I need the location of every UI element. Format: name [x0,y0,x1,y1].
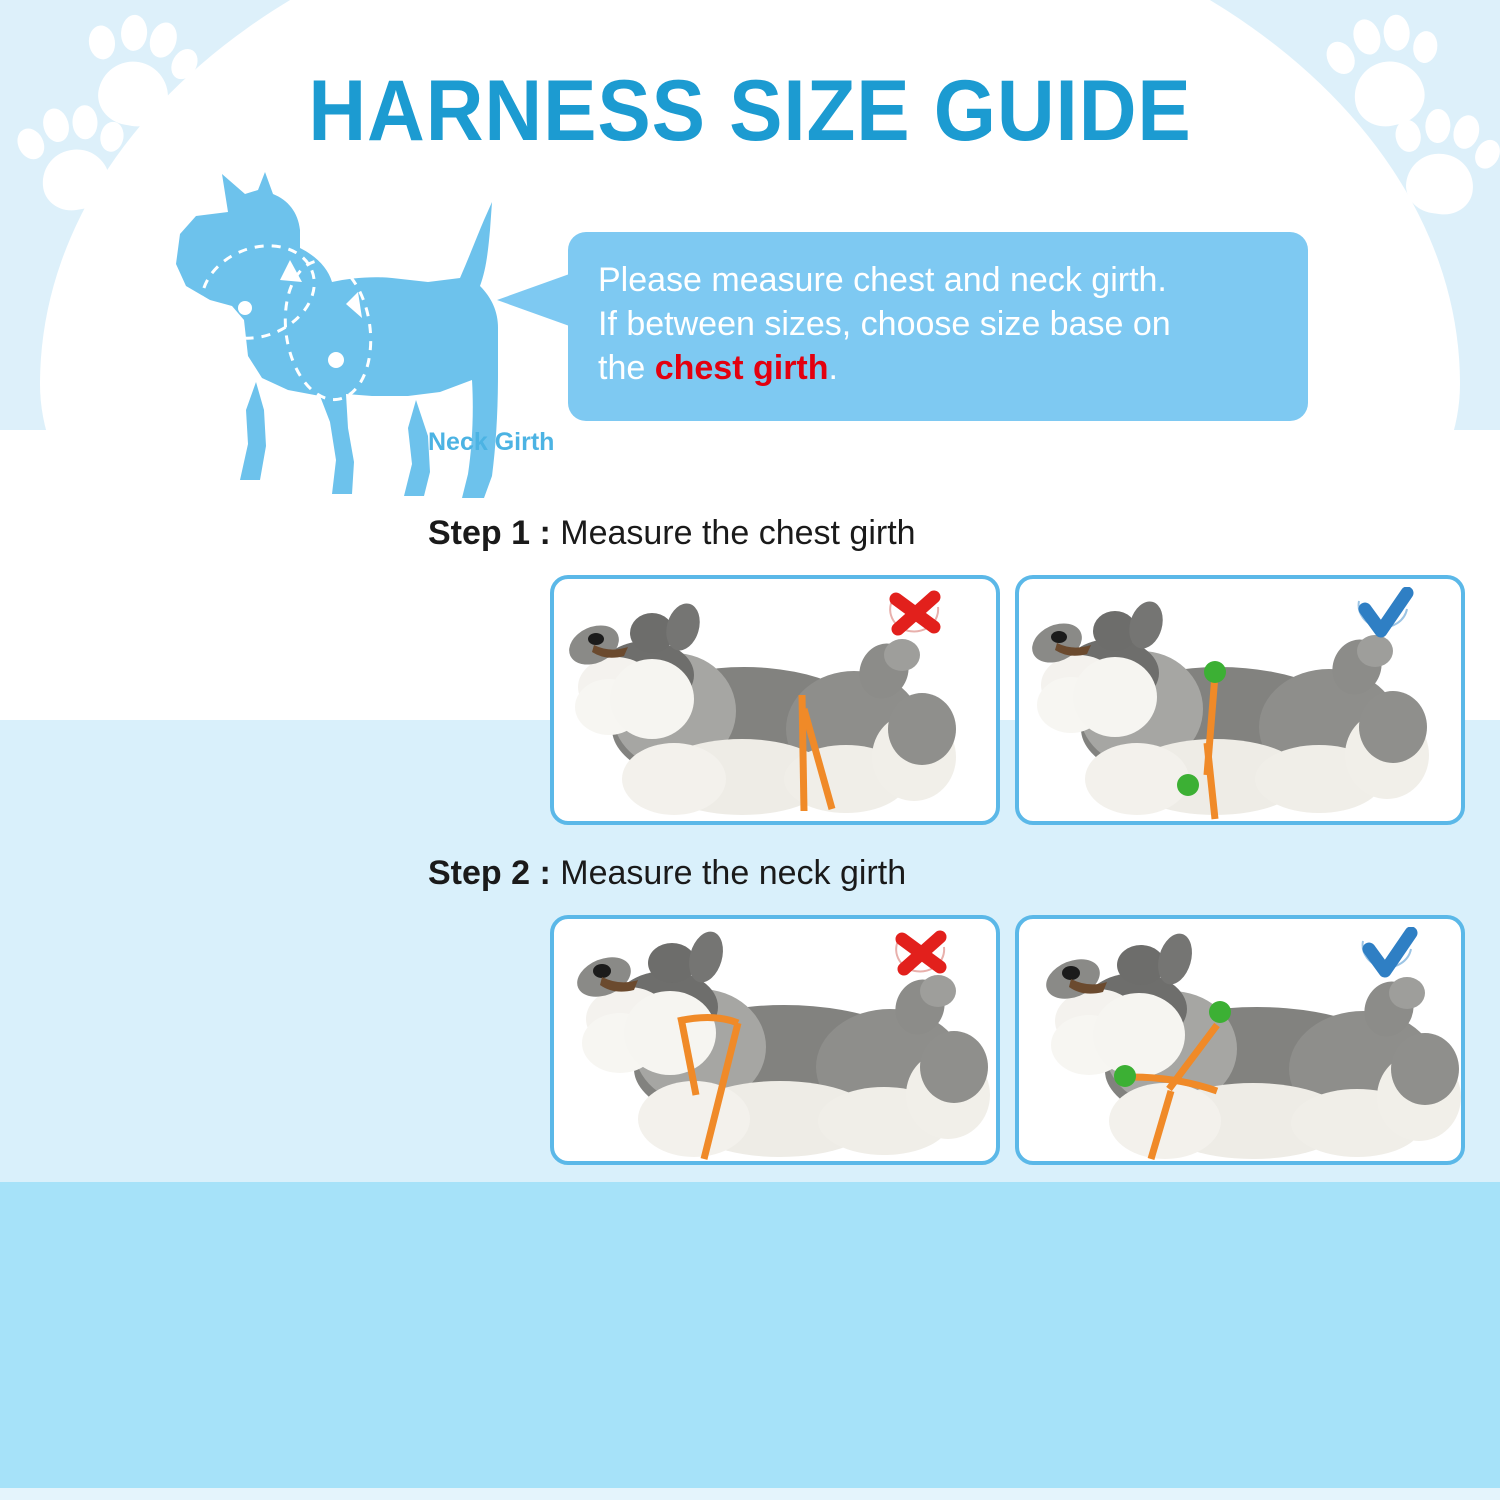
check-mark-icon [1357,587,1414,638]
chest-girth-label: Chest Girth [438,510,575,538]
background-footer-strip [0,1488,1500,1500]
x-mark-icon [889,590,941,636]
dog-photo-illustration [1046,933,1461,1160]
bubble-line-3: the chest girth. [598,346,1278,390]
measure-point-marker [1209,1001,1231,1023]
dog-silhouette-icon [176,172,498,498]
step-2-incorrect-photo [550,915,1000,1165]
speech-bubble-tail [497,272,575,328]
bubble-line-3-suffix: . [828,349,838,388]
bubble-line-2: If between sizes, choose size base on [598,305,1171,344]
step-1-heading: Step 1 : Measure the chest girth [428,514,916,553]
dog-photo-illustration [577,931,990,1160]
bubble-line-3-prefix: the [598,349,655,388]
step-2-prefix: Step 2 : [428,854,551,892]
instruction-speech-bubble: Please measure chest and neck girth. If … [568,232,1308,421]
dog-photo-illustration [1032,601,1429,820]
size-chart-table: Size XXXS XXS XS S M L Chest (in) 11-13 … [0,1182,1500,1488]
step-1-correct-photo [1015,575,1465,825]
measure-point-marker [1114,1065,1136,1087]
measure-point-marker [1204,661,1226,683]
page-title: HARNESS SIZE GUIDE [308,63,1192,159]
step-1-incorrect-photo [550,575,1000,825]
plush-dog-photo [554,919,996,1161]
step-2-correct-photo [1015,915,1465,1165]
x-mark-icon [895,930,947,976]
chest-girth-highlight: chest girth [654,349,829,388]
background-table-band [0,1182,1500,1488]
step-1-prefix: Step 1 : [428,514,551,552]
dog-photo-illustration [569,603,956,815]
measure-point-marker [1177,774,1199,796]
plush-dog-photo [1019,579,1461,821]
step-2-text: Measure the neck girth [550,854,907,892]
plush-dog-photo [1019,919,1461,1161]
dog-silhouette-diagram: Neck Girth Chest Girth [140,160,600,538]
bubble-line-1: Please measure chest and neck girth. [598,261,1167,299]
neck-girth-label: Neck Girth [428,428,555,456]
step-1-text: Measure the chest girth [550,514,916,552]
check-mark-icon [1361,927,1418,978]
plush-dog-photo [554,579,996,821]
step-2-heading: Step 2 : Measure the neck girth [428,854,906,893]
